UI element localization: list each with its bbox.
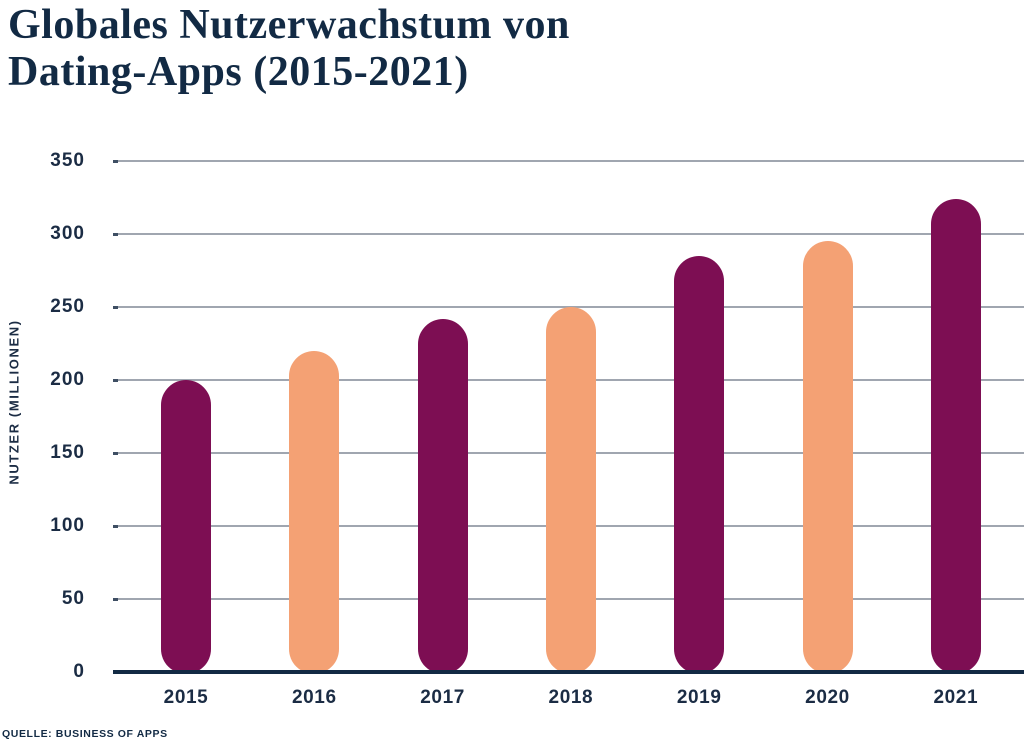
bar-2019 bbox=[674, 255, 725, 674]
y-tick-mark-350 bbox=[113, 160, 118, 163]
x-tick-label-2017: 2017 bbox=[420, 687, 465, 708]
bar-2015 bbox=[161, 380, 211, 674]
y-tick-label-300: 300 bbox=[50, 223, 85, 244]
x-tick-label-2018: 2018 bbox=[548, 687, 594, 708]
x-tick-label-2019: 2019 bbox=[676, 687, 722, 708]
x-tick-label-2021: 2021 bbox=[933, 687, 979, 708]
y-tick-label-350: 350 bbox=[50, 150, 85, 171]
y-tick-label-150: 150 bbox=[50, 442, 85, 463]
y-tick-mark-300 bbox=[113, 233, 118, 236]
y-tick-mark-100 bbox=[113, 525, 118, 528]
chart-title-line-2: Dating-Apps (2015-2021) bbox=[8, 49, 469, 95]
bar-2018 bbox=[545, 307, 596, 674]
gridline-350 bbox=[113, 160, 1024, 162]
y-tick-label-50: 50 bbox=[61, 588, 85, 609]
y-tick-label-250: 250 bbox=[50, 296, 85, 317]
y-tick-mark-250 bbox=[113, 306, 118, 309]
y-tick-mark-150 bbox=[113, 452, 118, 455]
y-tick-mark-200 bbox=[113, 379, 118, 382]
y-tick-label-200: 200 bbox=[50, 369, 85, 390]
y-tick-label-0: 0 bbox=[73, 661, 85, 682]
source-note: QUELLE: BUSINESS OF APPS bbox=[2, 728, 168, 740]
x-tick-label-2020: 2020 bbox=[805, 687, 850, 708]
y-tick-label-100: 100 bbox=[50, 515, 85, 536]
x-axis-line bbox=[113, 670, 1024, 674]
bar-2016 bbox=[289, 350, 340, 674]
y-tick-mark-50 bbox=[113, 598, 118, 601]
bar-2020 bbox=[802, 241, 853, 674]
bar-2017 bbox=[417, 318, 468, 674]
bar-2021 bbox=[930, 198, 981, 674]
x-tick-label-2015: 2015 bbox=[163, 687, 209, 708]
chart-title-line-1: Globales Nutzerwachstum von bbox=[8, 2, 570, 48]
x-tick-label-2016: 2016 bbox=[291, 687, 337, 708]
gridline-300 bbox=[113, 233, 1024, 235]
chart-title: Globales Nutzerwachstum von Dating-Apps … bbox=[8, 2, 570, 96]
